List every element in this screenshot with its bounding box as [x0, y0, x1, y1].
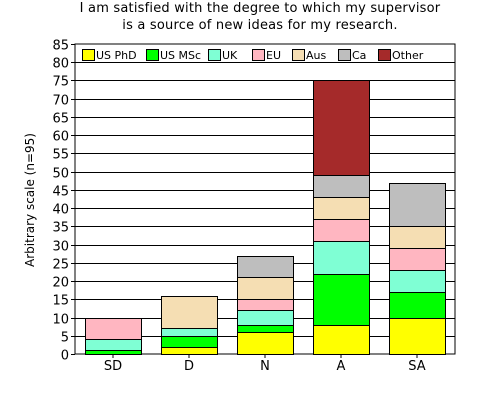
y-tick-label: 20: [52, 276, 69, 291]
bar-segment: [161, 296, 218, 329]
bar-segment: [85, 350, 142, 355]
legend-swatch: [338, 49, 351, 61]
bar-segment: [161, 328, 218, 337]
y-tick-label: 10: [52, 313, 69, 328]
x-tick-label: A: [337, 359, 346, 374]
legend-label: Ca: [352, 49, 366, 62]
bar-segment: [389, 183, 446, 227]
legend-label: Other: [392, 49, 424, 62]
bar-segment: [161, 347, 218, 355]
bar-segment: [237, 277, 294, 300]
bar-segment: [237, 325, 294, 333]
legend-label: US MSc: [160, 49, 201, 62]
y-tick-label: 75: [52, 75, 69, 90]
bar-segment: [313, 175, 370, 198]
bar-segment: [313, 274, 370, 326]
y-tick-label: 60: [52, 130, 69, 145]
y-tick-label: 35: [52, 221, 69, 236]
legend-swatch: [208, 49, 221, 61]
y-tick-label: 15: [52, 294, 69, 309]
axis-layer: 0 5 10 15 20 25 30 35 40 45 50 55 60 65 70 75 80 85 SD D N A S…: [52, 39, 425, 375]
bar-segment: [313, 219, 370, 242]
y-tick-label: 80: [52, 57, 69, 72]
bar-segment: [389, 318, 446, 355]
bar-segment: [237, 299, 294, 311]
bar-segment: [85, 318, 142, 340]
legend-swatch: [292, 49, 305, 61]
y-tick-label: 0: [61, 349, 69, 364]
legend-swatch: [146, 49, 159, 61]
bar-segment: [389, 226, 446, 249]
legend-swatch: [378, 49, 391, 61]
y-tick-label: 65: [52, 112, 69, 127]
legend-layer: US PhD US MSc UK EU Aus Ca Other: [82, 49, 424, 62]
bar-segment: [237, 310, 294, 326]
y-tick-label: 70: [52, 94, 69, 109]
y-tick-label: 50: [52, 167, 69, 182]
bar-segment: [313, 197, 370, 220]
bar-segment: [237, 256, 294, 278]
y-tick-label: 45: [52, 185, 69, 200]
legend-label: Aus: [306, 49, 326, 62]
bar-segment: [389, 292, 446, 319]
bar-segment: [161, 336, 218, 348]
x-tick-label: SD: [104, 359, 122, 374]
legend-label: EU: [266, 49, 281, 62]
y-tick-label: 30: [52, 240, 69, 255]
bar-segment: [85, 339, 142, 351]
y-tick-label: 55: [52, 148, 69, 163]
bar-segment: [313, 325, 370, 355]
legend-label: UK: [222, 49, 238, 62]
x-tick-label: N: [260, 359, 270, 374]
bar-segment: [389, 248, 446, 271]
x-tick-label: SA: [408, 359, 425, 374]
y-tick-label: 85: [52, 39, 69, 54]
bars-layer: [85, 80, 446, 355]
legend-label: US PhD: [96, 49, 137, 62]
legend-swatch: [252, 49, 265, 61]
bar-segment: [313, 80, 370, 176]
chart-title-line-2: is a source of new ideas for my research…: [122, 18, 398, 33]
y-tick-label: 25: [52, 258, 69, 273]
bar-segment: [237, 332, 294, 355]
y-tick-label: 5: [61, 331, 69, 346]
legend-swatch: [82, 49, 95, 61]
bar-segment: [313, 241, 370, 275]
chart-title-line-1: I am satisfied with the degree to which …: [79, 1, 441, 16]
x-tick-label: D: [184, 359, 194, 374]
bar-segment: [389, 270, 446, 293]
y-tick-label: 40: [52, 203, 69, 218]
